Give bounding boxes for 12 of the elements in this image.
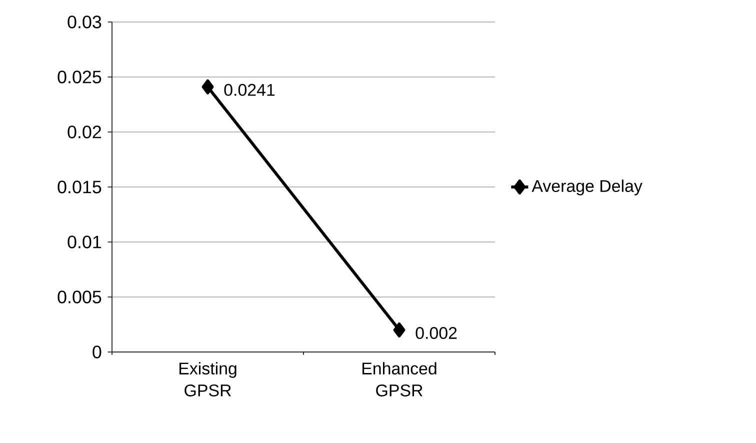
y-tick-label: 0.025 [58, 70, 102, 84]
y-tick-label: 0 [92, 346, 102, 358]
y-tick-label: 0.005 [58, 290, 102, 304]
x-tick-label: Enhanced GPSR [362, 362, 436, 396]
data-label: 0.0241 [224, 84, 275, 96]
x-tick-label: Existing GPSR [180, 362, 236, 396]
y-tick-label: 0.02 [68, 126, 102, 138]
y-tick-label: 0.015 [58, 180, 102, 194]
data-label: 0.002 [416, 326, 457, 339]
legend-label: Average Delay [532, 180, 642, 196]
y-tick-label: 0.01 [68, 236, 102, 248]
y-tick-label: 0.03 [68, 16, 102, 28]
